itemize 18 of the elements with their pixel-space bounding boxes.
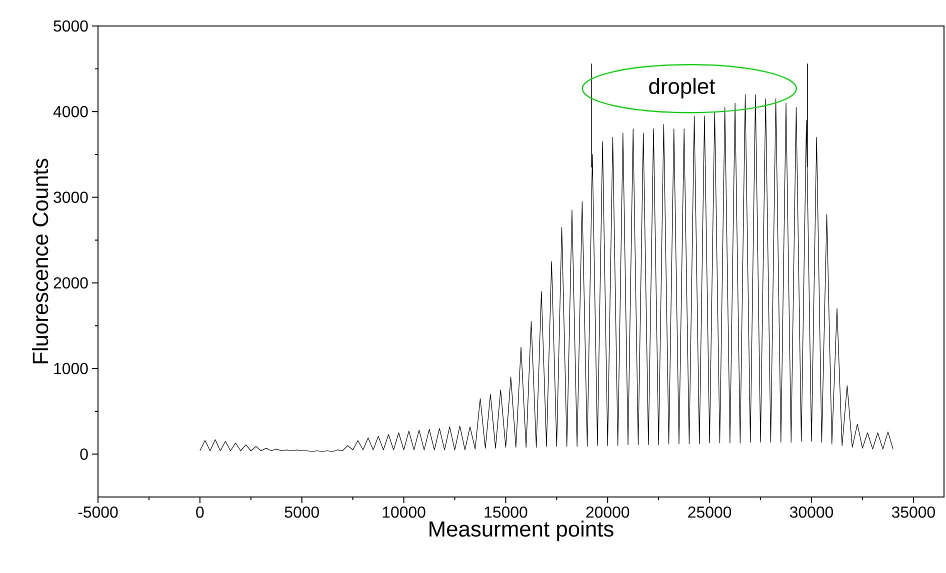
y-tick-label: 1000 (54, 362, 88, 374)
x-tick-label: 35000 (892, 506, 935, 518)
y-axis-title: Fluorescence Counts (32, 158, 48, 364)
x-tick-label: 10000 (382, 506, 426, 518)
x-axis-title: Measurment points (430, 520, 614, 542)
x-tick-label: -5000 (78, 506, 118, 518)
y-tick-label: 4000 (53, 106, 88, 118)
x-tick-label: 25000 (688, 506, 732, 518)
y-tick-label: 5000 (54, 20, 88, 32)
x-tick-label: 20000 (586, 506, 630, 518)
x-tick-label: 5000 (284, 506, 319, 518)
x-tick-label: 0 (196, 506, 204, 518)
annotation: droplet (649, 78, 716, 98)
y-tick-label: 2000 (54, 277, 88, 289)
y-tick-label: 3000 (54, 192, 88, 203)
y-tick-label: 0 (80, 448, 88, 460)
x-tick-label: 15000 (484, 506, 528, 518)
x-tick-label: 30000 (790, 506, 834, 518)
